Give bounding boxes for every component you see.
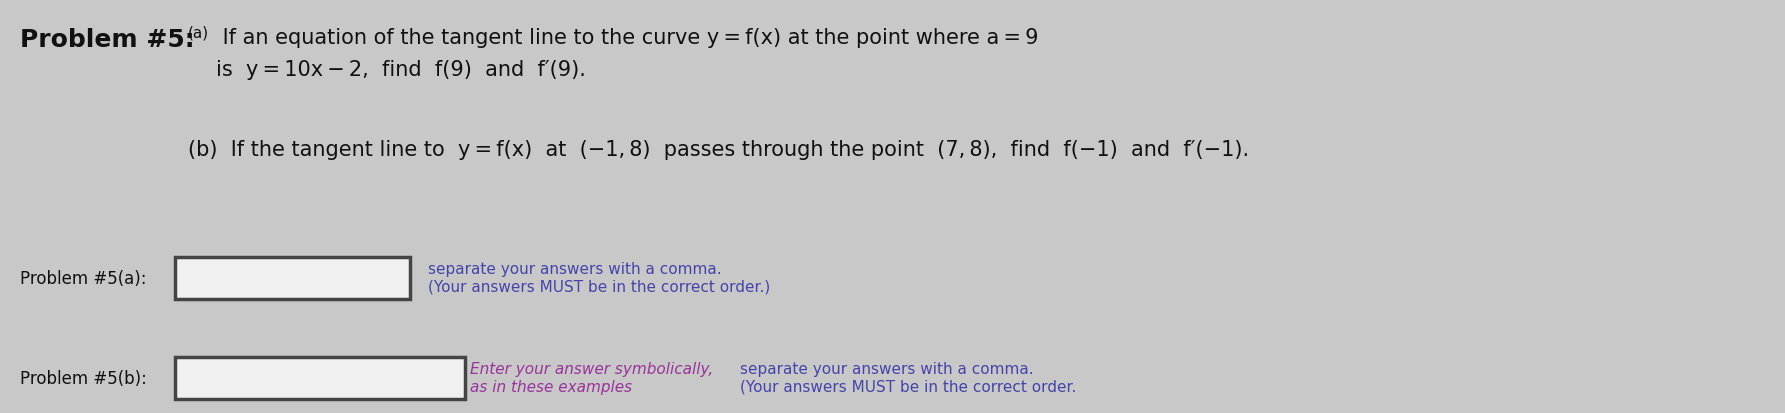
FancyBboxPatch shape	[175, 257, 411, 299]
Text: If an equation of the tangent line to the curve y = f(x) at the point where a = : If an equation of the tangent line to th…	[216, 28, 1039, 48]
FancyBboxPatch shape	[175, 357, 466, 399]
Text: (a): (a)	[187, 26, 209, 41]
Text: separate your answers with a comma.: separate your answers with a comma.	[428, 261, 721, 276]
Text: separate your answers with a comma.: separate your answers with a comma.	[741, 361, 1034, 376]
Text: (b)  If the tangent line to  y = f(x)  at  (−1, 8)  passes through the point  (7: (b) If the tangent line to y = f(x) at (…	[187, 140, 1250, 159]
Text: Enter your answer symbolically,: Enter your answer symbolically,	[469, 361, 714, 376]
Text: Problem #5(a):: Problem #5(a):	[20, 269, 146, 287]
Text: (Your answers MUST be in the correct order.): (Your answers MUST be in the correct ord…	[428, 279, 771, 294]
Text: Problem #5:: Problem #5:	[20, 28, 195, 52]
Text: Problem #5(b):: Problem #5(b):	[20, 369, 146, 387]
Text: (Your answers MUST be in the correct order.: (Your answers MUST be in the correct ord…	[741, 379, 1076, 394]
Text: as in these examples: as in these examples	[469, 379, 632, 394]
Text: is  y = 10x − 2,  find  f(9)  and  f′(9).: is y = 10x − 2, find f(9) and f′(9).	[216, 60, 585, 80]
